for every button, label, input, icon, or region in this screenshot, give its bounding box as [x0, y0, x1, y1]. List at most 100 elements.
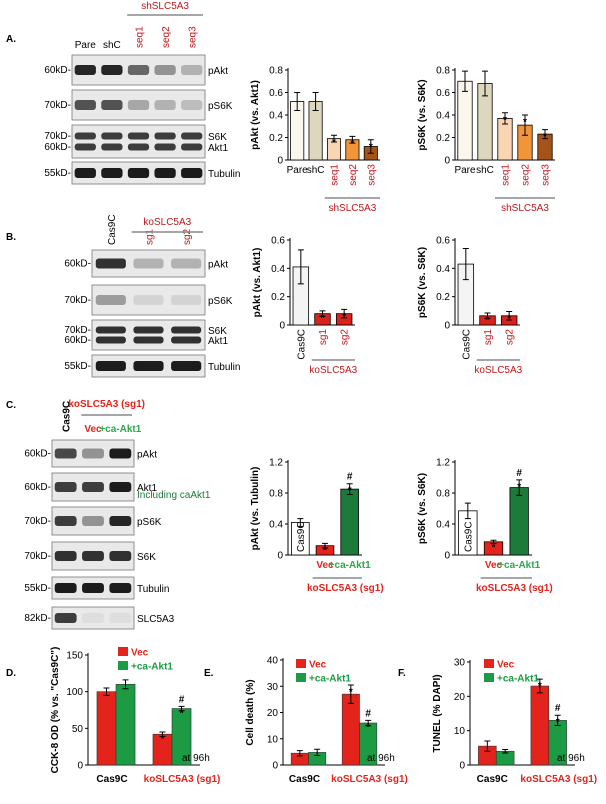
protein-label: SLC5A3	[137, 614, 175, 625]
blot-band	[181, 143, 203, 151]
error-bar	[341, 308, 348, 319]
blot-band	[109, 613, 132, 623]
y-tick-label: 0.2	[271, 292, 285, 303]
significance-mark: *	[332, 137, 336, 148]
x-tick-label: Vec	[485, 560, 503, 571]
blot-band	[82, 551, 104, 561]
legend-swatch	[296, 659, 306, 668]
y-tick-label: 0.4	[269, 111, 283, 122]
significance-mark: *	[349, 687, 353, 698]
blot-band	[54, 448, 77, 459]
bar	[96, 691, 117, 766]
significance-mark: *	[543, 132, 547, 143]
legend-label: Vec	[309, 660, 327, 671]
y-tick-label: 0	[279, 321, 285, 332]
lane-label: seq2	[161, 26, 172, 48]
blot-band	[74, 132, 96, 140]
mw-label: 70kD-	[24, 516, 51, 527]
x-tick-label: +ca-Akt1	[329, 560, 371, 571]
bar	[341, 693, 360, 766]
error-bar	[312, 92, 319, 111]
y-axis-label: pAkt (vs. Akt1)	[252, 248, 263, 318]
blot-note: Including caAkt1	[137, 490, 211, 501]
blot-band	[127, 143, 150, 151]
blot-band	[154, 168, 176, 178]
x-tick-label: sg1	[483, 329, 494, 346]
legend-label: +ca-Akt1	[497, 674, 539, 685]
y-tick-label: 0	[444, 321, 450, 332]
lane-label: seq3	[188, 26, 199, 48]
blot-band	[171, 258, 202, 269]
error-bar	[319, 310, 326, 317]
protein-label: Akt1	[208, 143, 228, 154]
y-tick-label: 0	[272, 761, 278, 772]
mw-label: 60kD-	[24, 449, 51, 460]
y-axis-label: Cell death (%)	[245, 679, 256, 745]
x-tick-label: Cas9C	[296, 521, 307, 552]
blot-band	[154, 65, 176, 75]
y-tick-label: 1.2	[436, 458, 450, 469]
blot-band	[127, 65, 150, 75]
error-bar	[349, 135, 356, 144]
significance-mark: *	[342, 311, 346, 322]
protein-label: pS6K	[208, 101, 233, 112]
legend-swatch	[118, 647, 128, 656]
group-label: koSLC5A3 (sg1)	[68, 399, 145, 410]
blot-band	[82, 516, 104, 526]
protein-label: pAkt	[208, 66, 228, 77]
significance-mark: *	[538, 681, 542, 692]
error-bar	[314, 748, 321, 757]
blot-band	[95, 326, 126, 334]
panel-letter: B.	[6, 232, 16, 243]
blot-band	[74, 100, 96, 110]
y-tick-label: 0	[277, 551, 283, 562]
error-bar	[294, 92, 301, 111]
hash-mark: #	[516, 468, 522, 479]
blot-band	[133, 258, 164, 269]
panel-letter: D.	[6, 668, 16, 679]
x-tick-label: sg1	[318, 329, 329, 346]
blot-band	[95, 361, 126, 371]
mw-label: 55kD-	[64, 361, 91, 372]
y-axis-label: pS6K (vs. S6K)	[417, 247, 428, 318]
blot-band	[82, 482, 104, 492]
mw-label: 60kD-	[64, 335, 91, 346]
error-bar	[484, 312, 491, 320]
x-tick-label: Cas9C	[289, 774, 320, 785]
mw-label: 55kD-	[44, 168, 71, 179]
error-bar	[554, 714, 561, 727]
x-tick-label: seq1	[330, 164, 341, 186]
bar	[530, 685, 550, 766]
blot-band	[181, 132, 203, 140]
legend-label: +ca-Akt1	[131, 662, 173, 673]
hash-mark: #	[555, 703, 561, 714]
y-tick-label: 0.4	[436, 520, 450, 531]
blot-membrane	[51, 606, 135, 630]
blot-band	[82, 613, 104, 623]
blot-band	[133, 326, 164, 334]
error-bar	[464, 502, 471, 520]
group-label: shSLC5A3	[501, 203, 549, 214]
blot-band	[127, 168, 150, 178]
protein-label: S6K	[208, 132, 227, 143]
group-label: koSLC5A3 (sg1)	[476, 583, 553, 594]
bar	[115, 684, 136, 766]
blot-band	[154, 100, 176, 110]
x-tick-label: seq3	[541, 164, 552, 186]
error-bar	[462, 70, 468, 92]
protein-label: S6K	[137, 552, 156, 563]
chart-note: at 96h	[557, 753, 585, 764]
protein-label: pS6K	[208, 296, 233, 307]
y-tick-label: 0.4	[271, 264, 285, 275]
lane-label: Pare	[75, 40, 97, 51]
group-label: koSLC5A3	[474, 365, 522, 376]
blot-band	[82, 448, 104, 459]
protein-label: pS6K	[137, 517, 162, 528]
y-tick-label: 10	[454, 726, 466, 737]
y-tick-label: 0.8	[436, 66, 450, 77]
x-tick-label: sg2	[505, 329, 516, 346]
blot-band	[101, 168, 123, 178]
y-tick-label: 0.8	[269, 489, 283, 500]
y-axis-label: pS6K (vs. S6K)	[417, 473, 428, 544]
error-bar	[296, 750, 303, 757]
